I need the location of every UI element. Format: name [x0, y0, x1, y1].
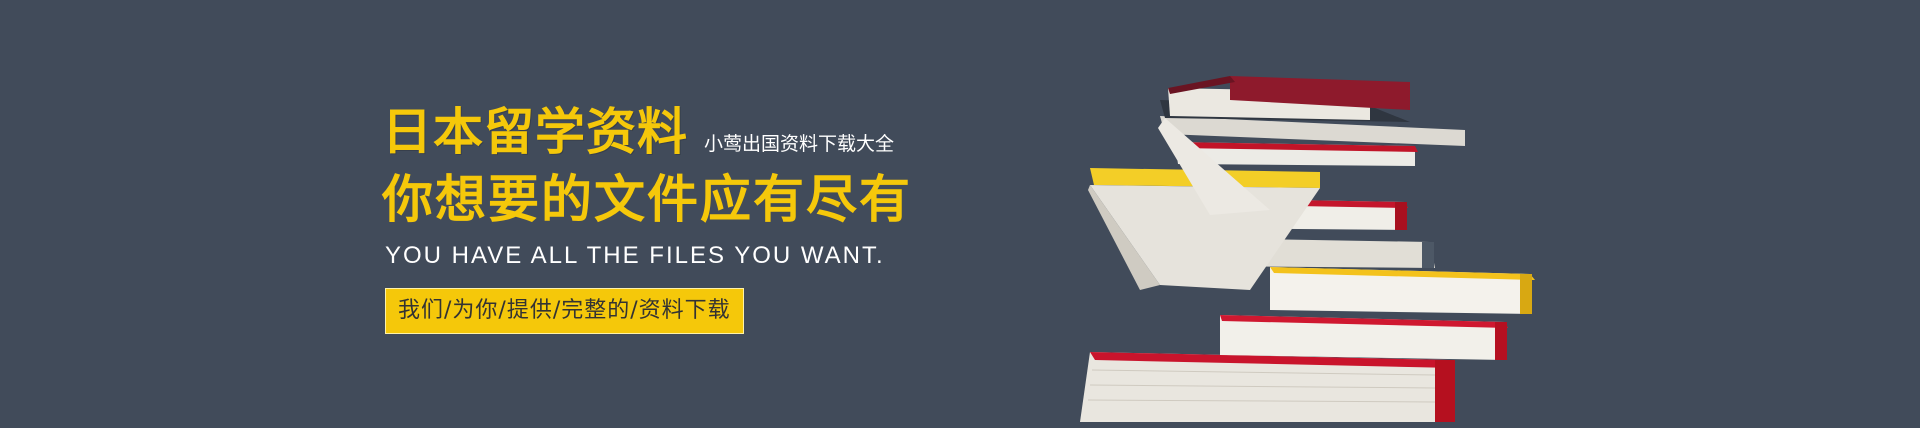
book-red-2: [1220, 315, 1508, 360]
book-red-thin: [1175, 142, 1418, 166]
book-yellow-bottom: [1270, 267, 1535, 314]
banner-subtitle: 小莺出国资料下载大全: [704, 133, 895, 155]
banner-slogan: 你想要的文件应有尽有: [382, 171, 913, 230]
book-top: [1168, 76, 1410, 120]
books-stack-image: [1080, 76, 1535, 422]
title-row: 日本留学资料 小莺出国资料下载大全: [382, 104, 894, 160]
banner-tagline: 我们/为你/提供/完整的/资料下载: [385, 288, 744, 334]
banner-english-text: YOU HAVE ALL THE FILES YOU WANT.: [385, 242, 885, 269]
book-bottom: [1080, 352, 1455, 422]
banner-title: 日本留学资料: [382, 103, 688, 161]
